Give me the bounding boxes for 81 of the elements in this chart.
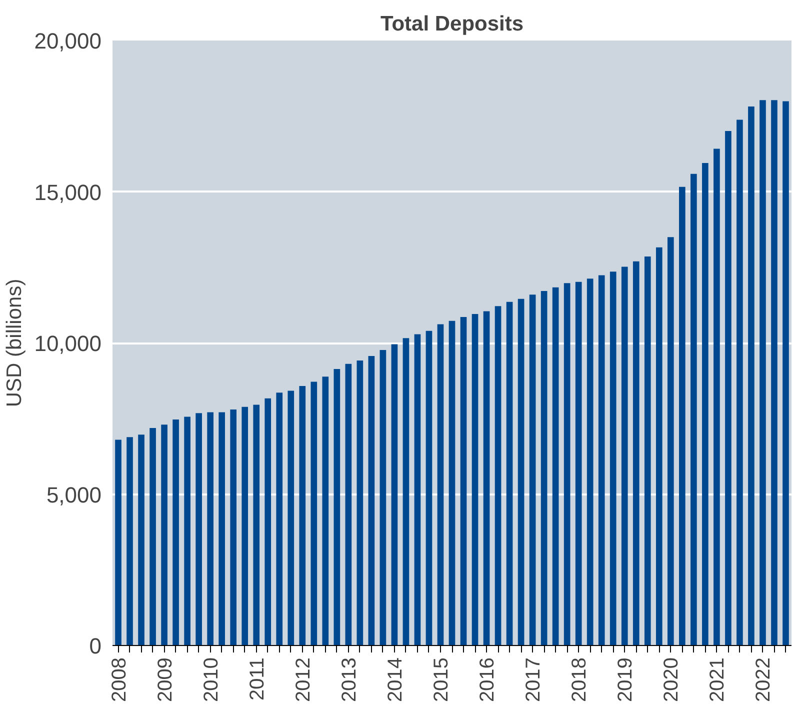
x-tick-label: 2015 — [430, 657, 452, 702]
y-tick-label: 20,000 — [34, 28, 102, 54]
bar — [380, 350, 386, 646]
bar — [414, 334, 421, 646]
bar — [552, 287, 559, 646]
x-tick-label: 2018 — [568, 657, 591, 702]
bar — [529, 294, 536, 646]
bar — [426, 330, 432, 646]
x-tick-label: 2011 — [246, 657, 268, 701]
bar — [483, 311, 490, 646]
bar — [610, 272, 616, 646]
bar — [494, 306, 502, 646]
bar — [702, 163, 708, 646]
bar — [472, 314, 478, 646]
bar — [782, 101, 789, 646]
bar — [322, 376, 329, 646]
bar — [196, 413, 202, 646]
chart-title: Total Deposits — [380, 12, 524, 36]
bar — [242, 406, 248, 646]
x-tick-label: 2022 — [752, 657, 775, 702]
bar — [621, 266, 628, 646]
bar — [644, 256, 651, 646]
bar — [506, 302, 513, 646]
y-tick-label: 5,000 — [46, 482, 102, 508]
y-tick-label: 0 — [89, 634, 102, 658]
bar — [230, 410, 237, 646]
x-tick-label: 2010 — [200, 657, 222, 702]
x-tick-label: 2014 — [384, 657, 406, 702]
bar — [161, 424, 168, 646]
bar — [207, 412, 214, 646]
bar — [690, 174, 697, 646]
bar — [736, 120, 743, 646]
x-tick-label: 2012 — [292, 657, 314, 702]
y-axis-title: USD (billions) — [3, 278, 26, 408]
bar — [150, 428, 156, 646]
bar — [345, 364, 352, 646]
bar — [632, 261, 640, 646]
bar — [402, 338, 410, 646]
bar — [598, 275, 605, 646]
bar — [310, 382, 318, 646]
x-tick-label: 2016 — [476, 657, 499, 702]
bar — [448, 320, 456, 646]
bar — [540, 290, 548, 646]
bar — [518, 298, 524, 646]
bar — [299, 386, 306, 646]
x-tick-label: 2009 — [154, 657, 176, 702]
bar — [667, 237, 674, 646]
bar — [218, 412, 225, 646]
x-tick-label: 2021 — [706, 657, 729, 702]
bar — [356, 360, 364, 646]
bar — [656, 247, 662, 646]
bar — [184, 416, 190, 646]
y-tick-label: 10,000 — [34, 331, 102, 356]
bar — [760, 100, 766, 646]
bar — [138, 434, 144, 646]
bar — [391, 344, 398, 646]
bar — [253, 404, 260, 646]
x-tick-label: 2017 — [522, 657, 545, 702]
x-tick-label: 2008 — [108, 657, 130, 702]
bar — [334, 369, 340, 646]
bar — [288, 390, 294, 646]
bar — [126, 437, 133, 646]
bar — [586, 278, 594, 646]
bar — [748, 106, 754, 646]
bar — [368, 356, 375, 646]
x-tick-label: 2013 — [338, 657, 360, 702]
bar — [264, 398, 272, 646]
bar — [679, 186, 686, 646]
bar — [714, 148, 720, 646]
bar — [564, 283, 570, 646]
bar — [437, 324, 444, 646]
bar — [725, 130, 732, 646]
y-tick-label: 15,000 — [34, 180, 102, 205]
bar — [460, 316, 467, 646]
x-tick-label: 2020 — [660, 657, 683, 702]
bar — [575, 282, 582, 646]
bar — [172, 420, 179, 646]
bar — [276, 392, 283, 646]
bar — [115, 440, 122, 646]
bar — [771, 100, 778, 646]
x-tick-label: 2019 — [614, 657, 637, 702]
